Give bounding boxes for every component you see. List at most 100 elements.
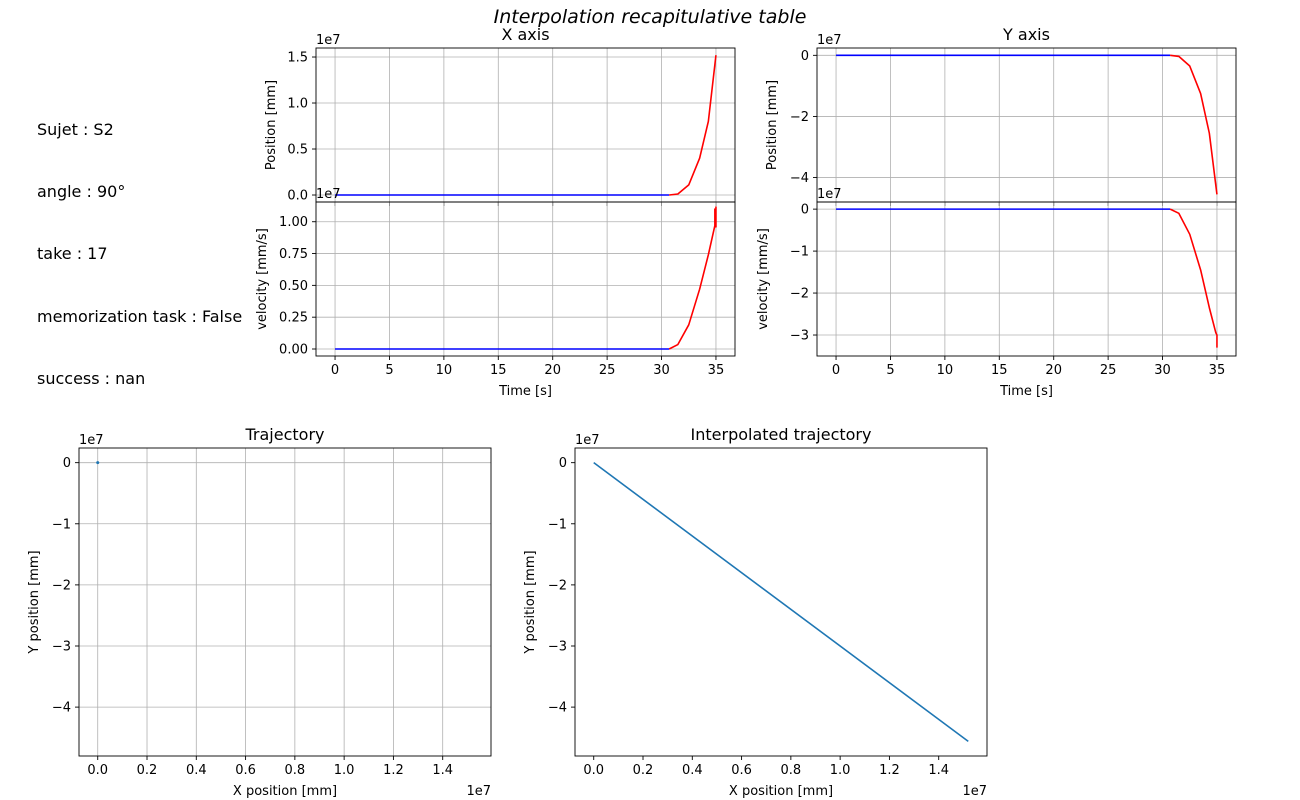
y-tick-label: −1 bbox=[548, 517, 567, 532]
series-line-0 bbox=[593, 462, 969, 742]
x-tick-label: 0.0 bbox=[583, 763, 604, 778]
chart-title: Interpolated trajectory bbox=[691, 425, 872, 444]
plot-area bbox=[593, 462, 969, 742]
x-tick-label: 0.2 bbox=[137, 763, 158, 778]
x-tick-label: 20 bbox=[544, 363, 561, 378]
chart-title: Y axis bbox=[1002, 25, 1050, 44]
info-subject: Sujet : S2 bbox=[37, 119, 114, 139]
y-offset-label: 1e7 bbox=[575, 433, 600, 448]
axes-frame bbox=[574, 447, 988, 757]
y-tick-label: 1.00 bbox=[279, 215, 308, 230]
x-tick-label: 1.2 bbox=[383, 763, 404, 778]
x-tick-label: 10 bbox=[436, 363, 453, 378]
x-axis-label: Time [s] bbox=[498, 384, 552, 399]
y-tick-label: 0.0 bbox=[287, 189, 308, 204]
y-offset-label: 1e7 bbox=[817, 33, 842, 48]
x-tick-label: 30 bbox=[653, 363, 670, 378]
chart-title: Trajectory bbox=[245, 425, 325, 444]
plot-area bbox=[836, 54, 1218, 195]
y-tick-label: 0.00 bbox=[279, 343, 308, 358]
y-tick-label: −3 bbox=[548, 640, 567, 655]
y-tick-label: −2 bbox=[548, 578, 567, 593]
x-tick-label: 1.4 bbox=[432, 763, 453, 778]
x-axis-label: X position [mm] bbox=[233, 784, 337, 799]
y-axis-label: Position [mm] bbox=[765, 80, 780, 170]
x-tick-label: 5 bbox=[385, 363, 393, 378]
y-tick-label: 0.25 bbox=[279, 311, 308, 326]
x-tick-label: 1.0 bbox=[334, 763, 355, 778]
y-tick-label: −4 bbox=[790, 171, 809, 186]
plot-area bbox=[335, 206, 717, 350]
series-line-1 bbox=[668, 206, 717, 350]
y-offset-label: 1e7 bbox=[817, 187, 842, 202]
chart-title: X axis bbox=[501, 25, 549, 44]
plot-area bbox=[96, 461, 100, 465]
trial-info-panel: Sujet : S2 angle : 90° take : 17 memoriz… bbox=[37, 78, 242, 411]
chart-y_velocity: 0 5 10 15 20 25 30 35 0 −1 −2 −3 Time [s] velocity [m… bbox=[756, 187, 1237, 399]
x-tick-label: 15 bbox=[991, 363, 1008, 378]
y-offset-label: 1e7 bbox=[316, 33, 341, 48]
x-tick-label: 25 bbox=[599, 363, 616, 378]
x-tick-label: 0.2 bbox=[633, 763, 654, 778]
x-tick-label: 0.6 bbox=[235, 763, 256, 778]
y-axis-label: Y position [mm] bbox=[523, 550, 538, 654]
axes-frame bbox=[816, 47, 1237, 203]
plot-area bbox=[335, 55, 717, 196]
y-tick-label: −1 bbox=[790, 245, 809, 260]
series-line-1 bbox=[669, 55, 717, 196]
figure-title: Interpolation recapitulative table bbox=[494, 6, 807, 28]
x-axis-label: Time [s] bbox=[999, 384, 1053, 399]
info-success: success : nan bbox=[37, 369, 146, 389]
y-tick-label: 0 bbox=[801, 203, 809, 218]
y-tick-label: 1.0 bbox=[287, 97, 308, 112]
x-tick-label: 25 bbox=[1100, 363, 1117, 378]
y-tick-label: −3 bbox=[790, 329, 809, 344]
y-tick-label: −4 bbox=[548, 701, 567, 716]
y-axis-label: Position [mm] bbox=[264, 80, 279, 170]
axes-frame bbox=[816, 201, 1237, 357]
y-tick-label: 0.75 bbox=[279, 247, 308, 262]
x-axis-label: X position [mm] bbox=[729, 784, 833, 799]
y-offset-label: 1e7 bbox=[79, 433, 104, 448]
x-tick-label: 35 bbox=[708, 363, 725, 378]
x-tick-label: 0.8 bbox=[781, 763, 802, 778]
info-angle: angle : 90° bbox=[37, 181, 126, 201]
y-tick-label: 0 bbox=[63, 456, 71, 471]
x-tick-label: 1.2 bbox=[879, 763, 900, 778]
y-tick-label: 0 bbox=[559, 456, 567, 471]
y-axis-label: velocity [mm/s] bbox=[255, 228, 270, 330]
y-tick-label: −1 bbox=[52, 517, 71, 532]
x-tick-label: 15 bbox=[490, 363, 507, 378]
y-axis-label: Y position [mm] bbox=[27, 550, 42, 654]
x-tick-label: 0.6 bbox=[731, 763, 752, 778]
y-tick-label: −3 bbox=[52, 640, 71, 655]
axes-frame bbox=[315, 201, 736, 357]
y-tick-label: −2 bbox=[790, 287, 809, 302]
y-tick-label: 1.5 bbox=[287, 51, 308, 66]
x-tick-label: 35 bbox=[1209, 363, 1226, 378]
chart-x_position: 0.0 0.5 1.0 1.5 X axis Position [mm] 1e7 bbox=[264, 25, 736, 206]
x-tick-label: 0.8 bbox=[285, 763, 306, 778]
info-memorization-task: memorization task : False bbox=[37, 306, 243, 326]
chart-trajectory: 0.0 0.2 0.4 0.6 0.8 1.0 1.2 1.4 0 −1 −2 −3 −4 Traject… bbox=[27, 425, 492, 799]
axes-frame bbox=[315, 47, 736, 203]
x-tick-label: 1.0 bbox=[830, 763, 851, 778]
series-line-1 bbox=[1169, 208, 1218, 348]
x-offset-label: 1e7 bbox=[962, 784, 987, 799]
y-tick-label: 0.5 bbox=[287, 143, 308, 158]
y-tick-label: −4 bbox=[52, 701, 71, 716]
y-offset-label: 1e7 bbox=[316, 187, 341, 202]
plot-area bbox=[836, 208, 1218, 348]
data-point bbox=[96, 461, 100, 465]
x-tick-label: 0.4 bbox=[682, 763, 703, 778]
x-tick-label: 1.4 bbox=[928, 763, 949, 778]
y-axis-label: velocity [mm/s] bbox=[756, 228, 771, 330]
y-tick-label: 0.50 bbox=[279, 279, 308, 294]
chart-y_position: 0 −2 −4 Y axis Position [mm] 1e7 bbox=[765, 25, 1237, 206]
x-tick-label: 0 bbox=[331, 363, 339, 378]
chart-x_velocity: 0 5 10 15 20 25 30 35 0.00 0.25 0.50 0.75 1.00 Time [… bbox=[255, 187, 736, 399]
y-tick-label: −2 bbox=[790, 110, 809, 125]
x-tick-label: 20 bbox=[1045, 363, 1062, 378]
axes-frame bbox=[78, 447, 492, 757]
